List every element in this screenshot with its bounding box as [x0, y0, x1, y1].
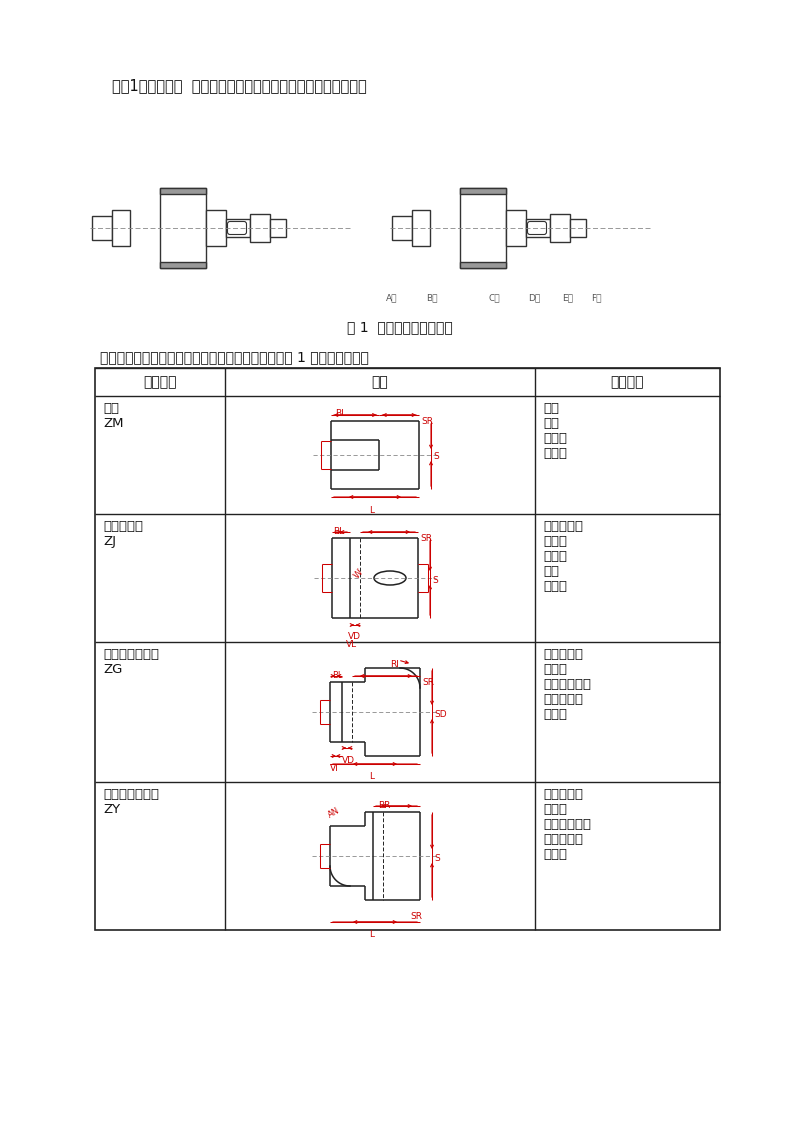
Bar — [270, 218, 286, 237]
Text: VD: VD — [342, 756, 355, 765]
Text: E段: E段 — [562, 293, 574, 302]
Text: S: S — [432, 576, 438, 585]
FancyBboxPatch shape — [527, 222, 546, 234]
Text: VI: VI — [330, 764, 338, 773]
Text: L: L — [370, 931, 374, 940]
Bar — [526, 218, 550, 237]
Bar — [460, 261, 506, 268]
Bar — [412, 211, 430, 246]
Bar — [550, 214, 570, 242]
Bar — [112, 211, 130, 246]
Bar — [250, 214, 270, 242]
FancyBboxPatch shape — [227, 222, 246, 234]
Text: 基本形面: 基本形面 — [610, 375, 644, 389]
Text: SR: SR — [421, 417, 433, 426]
Bar — [460, 188, 506, 268]
Text: 柱面
内孔
倒角面
退刀槽: 柱面 内孔 倒角面 退刀槽 — [543, 402, 567, 460]
Text: VL: VL — [346, 640, 357, 649]
Text: 带左过渡圆柱体
ZG: 带左过渡圆柱体 ZG — [103, 648, 159, 676]
Text: L: L — [370, 772, 374, 781]
Text: 如图1齿轮传动轴  图形可分解为下面六个单元功能体（形体）。: 如图1齿轮传动轴 图形可分解为下面六个单元功能体（形体）。 — [112, 78, 366, 93]
Text: Rl: Rl — [390, 660, 399, 669]
Bar — [160, 261, 206, 268]
Text: S: S — [433, 452, 438, 461]
Bar — [226, 218, 250, 237]
Bar — [160, 188, 206, 268]
Bar — [506, 211, 526, 246]
Text: S: S — [434, 854, 440, 863]
Text: VD: VD — [348, 632, 361, 641]
Text: 柱面，内孔
倒角面
退刀槽，键槽
过渡圆半径
径向孔: 柱面，内孔 倒角面 退刀槽，键槽 过渡圆半径 径向孔 — [543, 648, 591, 721]
Text: 简图: 简图 — [372, 375, 388, 389]
Bar — [460, 188, 506, 194]
Text: 柱面，内孔
倒角面
退刀槽，键槽
过渡圆半径
径向孔: 柱面，内孔 倒角面 退刀槽，键槽 过渡圆半径 径向孔 — [543, 788, 591, 861]
Bar — [206, 211, 226, 246]
Text: SR: SR — [410, 912, 422, 921]
Text: B段: B段 — [426, 293, 438, 302]
Text: F段: F段 — [590, 293, 602, 302]
Bar — [95, 368, 720, 931]
Text: 带右过渡圆柱体
ZY: 带右过渡圆柱体 ZY — [103, 788, 159, 816]
Text: D段: D段 — [528, 293, 540, 302]
Bar — [92, 216, 112, 240]
Text: AN: AN — [326, 806, 341, 820]
Text: SD: SD — [434, 710, 446, 719]
Text: BL: BL — [333, 528, 344, 535]
Text: SR: SR — [420, 534, 432, 543]
Text: 柱体
ZM: 柱体 ZM — [103, 402, 123, 430]
Text: BL: BL — [332, 671, 342, 680]
Text: W: W — [352, 568, 365, 581]
Text: 带键槽柱体
ZJ: 带键槽柱体 ZJ — [103, 520, 143, 548]
Text: 综合众多零件的形体特征，对于轴类零件归纳出如表 1 的形体特征图：: 综合众多零件的形体特征，对于轴类零件归纳出如表 1 的形体特征图： — [100, 350, 369, 365]
Text: 图 1  齿轮传动轴形体分解: 图 1 齿轮传动轴形体分解 — [347, 320, 453, 334]
Text: SR: SR — [422, 678, 434, 687]
Bar — [392, 216, 412, 240]
Text: C段: C段 — [488, 293, 500, 302]
Text: 形体名称: 形体名称 — [143, 375, 177, 389]
Ellipse shape — [374, 571, 406, 585]
Text: BR: BR — [378, 801, 390, 811]
Text: A段: A段 — [386, 293, 398, 302]
Bar — [570, 218, 586, 237]
Text: L: L — [370, 506, 374, 515]
Text: 柱面，内孔
倒角面
退刀槽
键槽
径向孔: 柱面，内孔 倒角面 退刀槽 键槽 径向孔 — [543, 520, 583, 593]
Text: BL: BL — [335, 409, 346, 418]
Bar — [160, 188, 206, 194]
